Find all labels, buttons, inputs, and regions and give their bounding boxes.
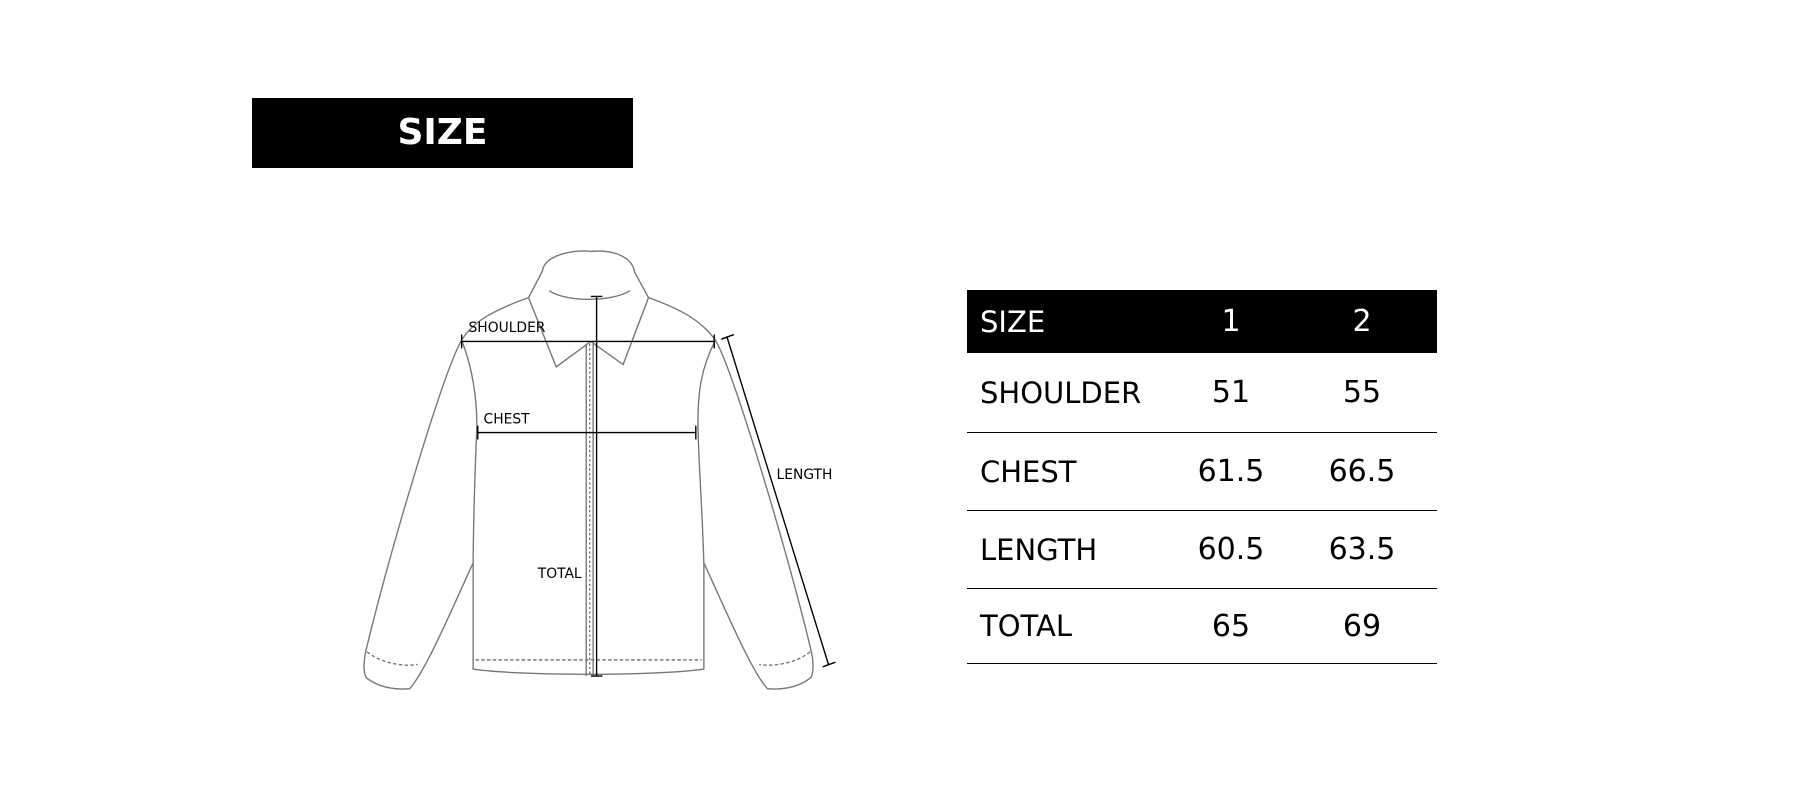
table-row: LENGTH 60.5 63.5	[967, 511, 1437, 589]
cell-size-1: 60.5	[1197, 532, 1265, 567]
length-line	[720, 333, 836, 668]
cell-size-1: 51	[1211, 375, 1251, 410]
total-label: TOTAL	[537, 566, 582, 582]
total-line	[590, 295, 603, 677]
table-header: SIZE 1 2	[967, 290, 1437, 353]
cell-size-2: 63.5	[1328, 532, 1396, 567]
size-table: SIZE 1 2 SHOULDER 51 55 CHEST 61.5 66.5 …	[967, 290, 1437, 664]
chest-label: CHEST	[484, 411, 531, 427]
chest-line	[477, 425, 697, 440]
header-size-2: 2	[1352, 304, 1372, 339]
jacket-outline	[363, 250, 814, 690]
table-row: SHOULDER 51 55	[967, 353, 1437, 433]
page-title: SIZE INFORMATION	[252, 98, 633, 223]
row-label: CHEST	[980, 454, 1077, 489]
row-label: LENGTH	[980, 532, 1098, 567]
header-size-1: 1	[1221, 304, 1241, 339]
cell-size-1: 61.5	[1197, 454, 1265, 489]
shoulder-line	[460, 334, 715, 349]
row-label: SHOULDER	[980, 375, 1142, 410]
cell-size-2: 55	[1342, 375, 1382, 410]
table-row: CHEST 61.5 66.5	[967, 433, 1437, 511]
measurement-lines	[460, 295, 836, 677]
length-label: LENGTH	[777, 467, 833, 483]
cell-size-2: 69	[1342, 608, 1382, 644]
cell-size-2: 66.5	[1328, 454, 1396, 489]
row-label: TOTAL	[980, 609, 1072, 643]
shoulder-label: SHOULDER	[469, 320, 546, 336]
cell-size-1: 65	[1211, 608, 1251, 644]
table-row: TOTAL 65 69	[967, 589, 1437, 664]
header-label: SIZE	[980, 304, 1046, 339]
